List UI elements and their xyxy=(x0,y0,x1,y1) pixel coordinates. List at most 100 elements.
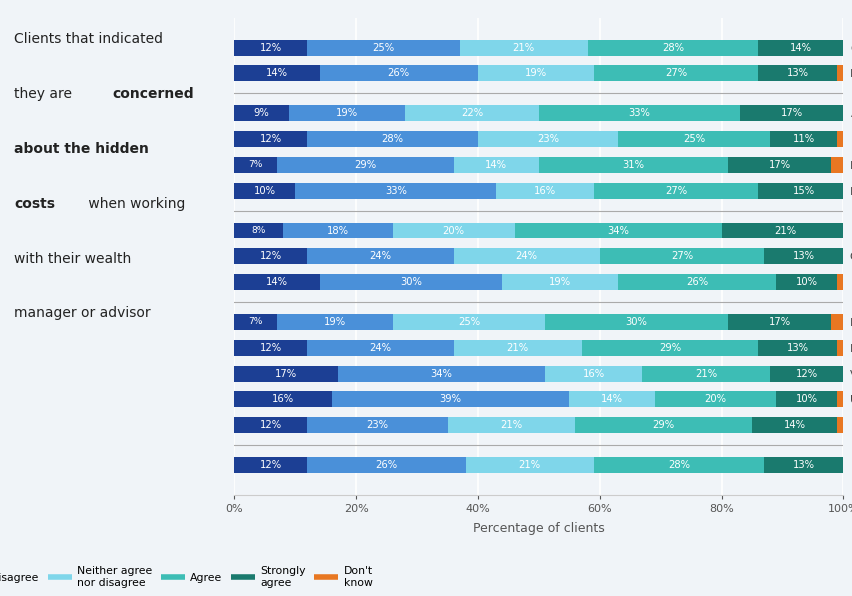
Bar xyxy=(764,457,843,473)
Bar xyxy=(478,131,618,147)
Text: 19%: 19% xyxy=(324,317,346,327)
Text: 15%: 15% xyxy=(793,185,815,195)
Text: 16%: 16% xyxy=(583,368,605,378)
Text: 33%: 33% xyxy=(385,185,406,195)
Bar xyxy=(234,457,308,473)
Text: 10%: 10% xyxy=(254,185,276,195)
Text: 17%: 17% xyxy=(769,160,791,170)
Text: 19%: 19% xyxy=(525,69,547,78)
Bar xyxy=(234,249,308,264)
Text: 12%: 12% xyxy=(260,252,282,261)
Bar xyxy=(838,131,843,147)
Bar xyxy=(496,182,594,198)
Bar xyxy=(642,365,770,381)
Bar xyxy=(234,182,295,198)
Text: 14%: 14% xyxy=(784,420,806,430)
Text: 14%: 14% xyxy=(266,69,288,78)
Bar xyxy=(283,222,393,238)
Bar xyxy=(503,274,618,290)
Text: 12%: 12% xyxy=(260,343,282,353)
Bar xyxy=(308,131,478,147)
Text: 30%: 30% xyxy=(625,317,648,327)
Text: costs: costs xyxy=(14,197,55,210)
Text: 10%: 10% xyxy=(796,277,818,287)
Bar xyxy=(654,392,776,407)
Bar xyxy=(618,131,770,147)
X-axis label: Percentage of clients: Percentage of clients xyxy=(473,522,605,535)
Text: 14%: 14% xyxy=(266,277,288,287)
Bar xyxy=(234,365,338,381)
Bar xyxy=(594,66,758,81)
Bar xyxy=(582,340,758,356)
Bar xyxy=(289,105,405,121)
Text: 24%: 24% xyxy=(370,252,392,261)
Text: 19%: 19% xyxy=(336,108,358,118)
Text: they are: they are xyxy=(14,87,77,101)
Bar xyxy=(776,392,838,407)
Bar xyxy=(405,105,539,121)
Text: 29%: 29% xyxy=(354,160,377,170)
Text: 39%: 39% xyxy=(440,395,462,404)
Text: 29%: 29% xyxy=(653,420,675,430)
Text: 34%: 34% xyxy=(607,225,629,235)
Text: 14%: 14% xyxy=(790,42,812,52)
Text: 17%: 17% xyxy=(780,108,803,118)
Bar xyxy=(234,340,308,356)
Bar xyxy=(453,157,538,173)
Text: 13%: 13% xyxy=(793,252,815,261)
Bar xyxy=(740,105,843,121)
Text: 10%: 10% xyxy=(796,395,818,404)
Text: 23%: 23% xyxy=(366,420,389,430)
Bar xyxy=(460,39,588,55)
Bar xyxy=(770,131,838,147)
Bar xyxy=(308,417,447,433)
Text: 21%: 21% xyxy=(774,225,797,235)
Text: 23%: 23% xyxy=(537,134,559,144)
Text: 9%: 9% xyxy=(254,108,269,118)
Text: 12%: 12% xyxy=(260,42,282,52)
Bar xyxy=(776,274,838,290)
Text: 21%: 21% xyxy=(506,343,528,353)
Text: 7%: 7% xyxy=(249,160,262,169)
Bar xyxy=(764,249,843,264)
Bar xyxy=(234,105,289,121)
Text: 22%: 22% xyxy=(461,108,483,118)
Bar xyxy=(320,274,503,290)
Bar xyxy=(295,182,496,198)
Bar xyxy=(588,39,758,55)
Text: 11%: 11% xyxy=(793,134,815,144)
Text: Clients that indicated: Clients that indicated xyxy=(14,32,163,46)
Text: 7%: 7% xyxy=(249,318,262,327)
Text: 25%: 25% xyxy=(372,42,394,52)
Bar xyxy=(728,314,832,330)
Bar xyxy=(308,39,460,55)
Bar xyxy=(838,66,843,81)
Bar xyxy=(545,314,728,330)
Text: 20%: 20% xyxy=(442,225,464,235)
Bar xyxy=(447,417,575,433)
Text: 21%: 21% xyxy=(695,368,717,378)
Bar xyxy=(545,365,642,381)
Bar xyxy=(453,340,582,356)
Text: 20%: 20% xyxy=(705,395,727,404)
Text: 21%: 21% xyxy=(513,42,535,52)
Bar xyxy=(752,417,838,433)
Bar xyxy=(234,39,308,55)
Text: when working: when working xyxy=(84,197,186,210)
Text: 28%: 28% xyxy=(668,460,690,470)
Bar xyxy=(832,157,843,173)
Bar xyxy=(838,392,843,407)
Bar xyxy=(838,417,843,433)
Text: 8%: 8% xyxy=(251,226,266,235)
Bar xyxy=(600,249,764,264)
Bar xyxy=(393,222,515,238)
Text: concerned: concerned xyxy=(112,87,194,101)
Bar xyxy=(538,157,728,173)
Text: 18%: 18% xyxy=(327,225,348,235)
Text: 21%: 21% xyxy=(500,420,522,430)
Bar xyxy=(393,314,545,330)
Bar xyxy=(838,274,843,290)
Bar xyxy=(722,222,849,238)
Text: 14%: 14% xyxy=(486,160,507,170)
Text: 12%: 12% xyxy=(260,134,282,144)
